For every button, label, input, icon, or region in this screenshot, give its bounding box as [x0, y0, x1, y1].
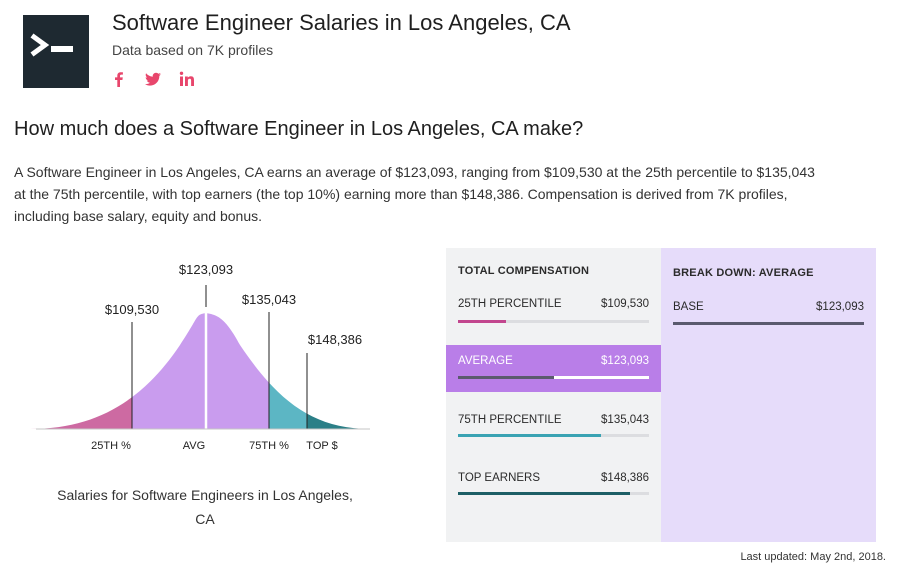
linkedin-icon[interactable]	[178, 70, 196, 88]
row-value: $123,093	[601, 355, 649, 367]
row-25th-percentile[interactable]: 25TH PERCENTILE $109,530	[446, 296, 661, 354]
twitter-icon[interactable]	[144, 70, 162, 88]
caption-line: CA	[195, 511, 215, 527]
value-label-top: $148,386	[308, 332, 362, 347]
progress-fill	[458, 434, 602, 437]
base-bar	[673, 322, 864, 325]
progress-fill	[458, 492, 630, 495]
value-label-avg: $123,093	[179, 262, 233, 277]
row-label: TOP EARNERS	[458, 472, 541, 484]
progress-fill	[458, 376, 554, 379]
curve-segment-75th-to-top	[269, 313, 307, 429]
progress-track	[458, 492, 649, 495]
description-line: A Software Engineer in Los Angeles, CA e…	[14, 164, 815, 180]
row-average[interactable]: AVERAGE $123,093	[446, 345, 661, 392]
progress-fill	[458, 320, 506, 323]
progress-track	[458, 320, 649, 323]
row-value: $148,386	[601, 472, 649, 484]
progress-track	[458, 376, 649, 379]
row-label: 75TH PERCENTILE	[458, 414, 562, 426]
description-line: at the 75th percentile, with top earners…	[14, 186, 788, 202]
terminal-icon	[30, 33, 73, 57]
caption-line: Salaries for Software Engineers in Los A…	[57, 487, 353, 503]
axis-label-25th: 25TH %	[91, 440, 131, 452]
breakdown-heading: BREAK DOWN: AVERAGE	[673, 267, 814, 279]
salary-distribution-curve: $109,530 $123,093 $135,043 $148,386 25TH…	[30, 262, 370, 452]
value-label-25th: $109,530	[105, 302, 159, 317]
curve-segment-top	[307, 313, 370, 429]
section-question-heading: How much does a Software Engineer in Los…	[14, 118, 584, 140]
curve-segment-below-25th	[30, 313, 132, 429]
base-value: $123,093	[816, 301, 864, 313]
facebook-icon[interactable]	[110, 70, 128, 88]
salary-description: A Software Engineer in Los Angeles, CA e…	[14, 161, 898, 227]
row-label: AVERAGE	[458, 355, 513, 367]
value-label-75th: $135,043	[242, 292, 296, 307]
row-top-earners[interactable]: TOP EARNERS $148,386	[446, 470, 661, 528]
axis-label-avg: AVG	[183, 440, 205, 452]
page-title: Software Engineer Salaries in Los Angele…	[112, 10, 571, 35]
logo	[23, 15, 89, 88]
last-updated: Last updated: May 2nd, 2018.	[740, 551, 886, 563]
curve-caption: Salaries for Software Engineers in Los A…	[30, 483, 380, 531]
row-value: $135,043	[601, 414, 649, 426]
row-value: $109,530	[601, 298, 649, 310]
profile-count-subtitle: Data based on 7K profiles	[112, 42, 274, 58]
row-75th-percentile[interactable]: 75TH PERCENTILE $135,043	[446, 412, 661, 470]
base-label: BASE	[673, 301, 704, 313]
progress-track	[458, 434, 649, 437]
total-compensation-panel: TOTAL COMPENSATION 25TH PERCENTILE $109,…	[446, 248, 661, 542]
row-label: 25TH PERCENTILE	[458, 298, 562, 310]
axis-label-75th: 75TH %	[249, 440, 289, 452]
total-compensation-heading: TOTAL COMPENSATION	[458, 265, 590, 277]
social-share-links	[110, 70, 196, 88]
axis-label-top: TOP $	[306, 440, 337, 452]
description-line: including base salary, equity and bonus.	[14, 208, 263, 224]
breakdown-panel: BREAK DOWN: AVERAGE	[661, 248, 876, 542]
curve-segment-25th-to-75th	[132, 313, 269, 429]
